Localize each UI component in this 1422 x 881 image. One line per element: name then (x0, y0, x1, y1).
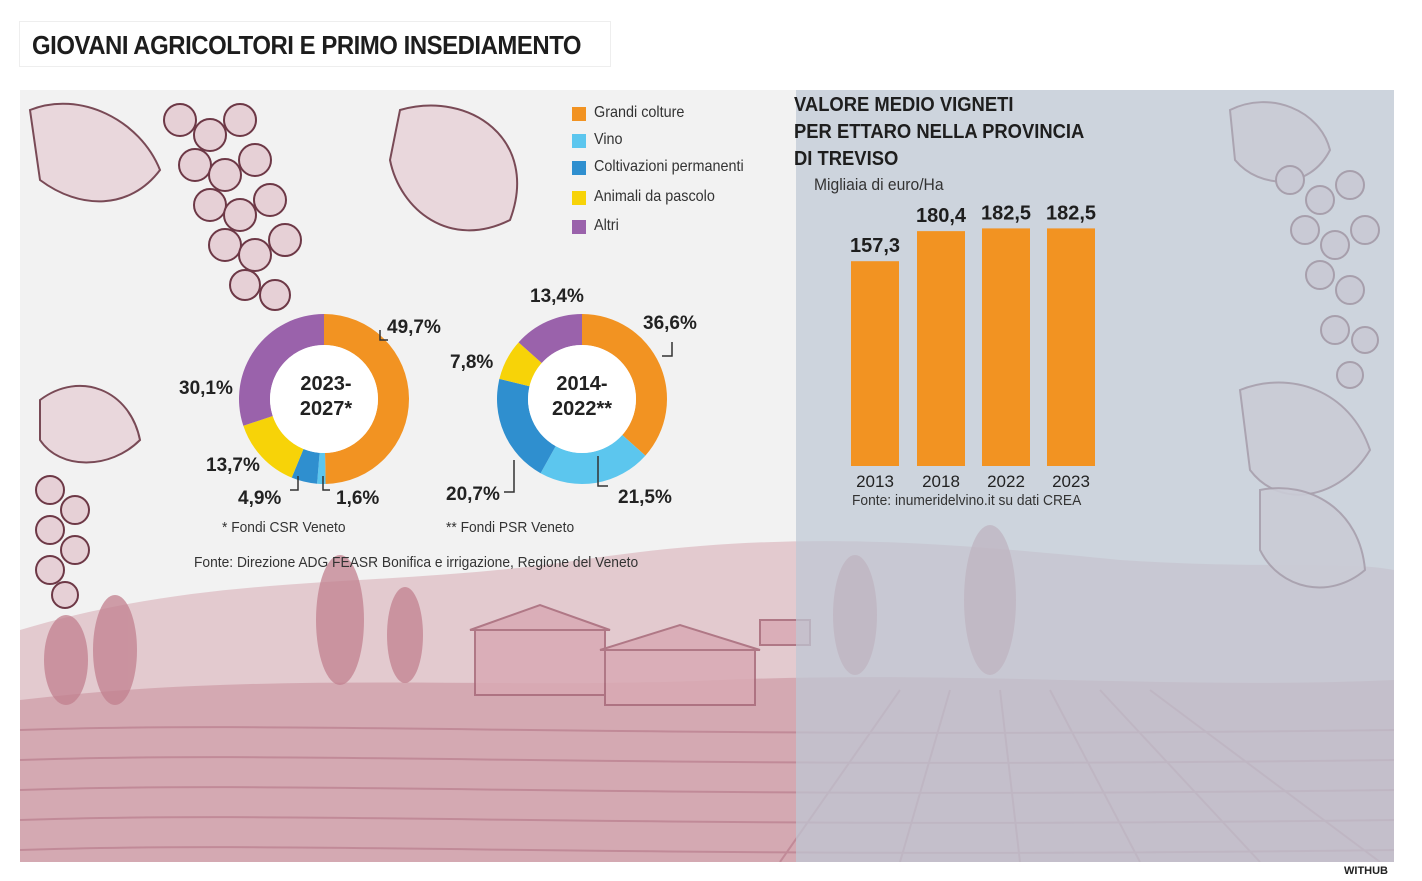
slice-label-left-animali: 13,7% (206, 455, 260, 476)
slice-label-left-vino: 1,6% (336, 488, 380, 509)
slice-label-right-altri: 13,4% (530, 286, 584, 307)
donut-left-center-label-2: 2027* (299, 398, 353, 420)
donut-hole (528, 345, 636, 453)
bar-chart-title-line-3: DI TREVISO (794, 148, 899, 170)
donut-slice-coltivazioni-permanenti (291, 448, 320, 484)
bar-category-label: 2013 (856, 472, 894, 491)
donut-slice-altri (239, 314, 324, 426)
bar-category-label: 2022 (987, 472, 1025, 491)
bar-2022 (982, 228, 1030, 466)
slice-label-left-grandi-colture: 49,7% (387, 317, 441, 338)
bar-chart-source: Fonte: inumeridelvino.it su dati CREA (852, 492, 1082, 509)
bar-category-label: 2018 (922, 472, 960, 491)
bar-value-label: 157,3 (850, 235, 900, 257)
page-title: GIOVANI AGRICOLTORI E PRIMO INSEDIAMENTO (32, 30, 582, 60)
legend-label: Altri (594, 217, 619, 234)
bar-2018 (917, 231, 965, 466)
donut-slice-vino (540, 434, 646, 484)
donut-right-center-label-2: 2022** (551, 398, 613, 420)
bar-2023 (1047, 228, 1095, 466)
bar-chart-title-line-1: VALORE MEDIO VIGNETI (794, 94, 1014, 116)
donut-slice-animali-da-pascolo (243, 416, 304, 478)
donut-2014-2022 (497, 314, 667, 484)
donut-right-center-label-1: 2014- (556, 373, 608, 395)
bar-value-label: 182,5 (1046, 202, 1096, 224)
slice-label-right-grandi-colture: 36,6% (643, 313, 697, 334)
donut-slice-coltivazioni-permanenti (497, 378, 556, 474)
slice-label-left-altri: 30,1% (179, 378, 233, 399)
donut-left-center-label-1: 2023- (300, 373, 352, 395)
donut-slice-grandi-colture (324, 314, 410, 484)
bar-chart-title-line-2: PER ETTARO NELLA PROVINCIA (794, 121, 1085, 143)
bar-value-label: 180,4 (916, 205, 967, 227)
donut-slice-grandi-colture (582, 314, 667, 456)
donut-slice-animali-da-pascolo (499, 342, 542, 387)
label-leader-lines (290, 330, 673, 493)
farm-houses (469, 603, 811, 706)
donut-source: Fonte: Direzione ADG FEASR Bonifica e ir… (194, 554, 639, 571)
legend-swatch (572, 191, 586, 205)
artboard (20, 90, 1394, 862)
slice-label-right-animali: 7,8% (450, 352, 494, 373)
bar-2013 (851, 261, 899, 466)
donut-slice-altri (518, 314, 582, 364)
legend-label: Animali da pascolo (594, 188, 715, 205)
bar-chart-panel (796, 90, 1394, 862)
legend-swatch (572, 107, 586, 121)
legend-label: Coltivazioni permanenti (594, 158, 744, 175)
note-psr-veneto: ** Fondi PSR Veneto (446, 519, 575, 536)
note-csr-veneto: * Fondi CSR Veneto (222, 519, 346, 536)
title-box: GIOVANI AGRICOLTORI E PRIMO INSEDIAMENTO (20, 22, 610, 66)
legend-swatch (572, 220, 586, 234)
bar-chart-subtitle: Migliaia di euro/Ha (814, 175, 944, 194)
legend-swatch (572, 134, 586, 148)
legend-label: Vino (594, 131, 623, 148)
slice-label-right-coltivazioni: 20,7% (446, 484, 500, 505)
credit: WITHUB (1344, 865, 1388, 877)
donut-hole (270, 345, 378, 453)
slice-label-left-coltivazioni: 4,9% (238, 488, 282, 509)
bar-value-label: 182,5 (981, 202, 1031, 224)
slice-label-right-vino: 21,5% (618, 487, 672, 508)
bar-category-label: 2023 (1052, 472, 1090, 491)
legend-label: Grandi colture (594, 104, 685, 121)
donut-2023-2027 (239, 314, 410, 484)
legend-swatch (572, 161, 586, 175)
